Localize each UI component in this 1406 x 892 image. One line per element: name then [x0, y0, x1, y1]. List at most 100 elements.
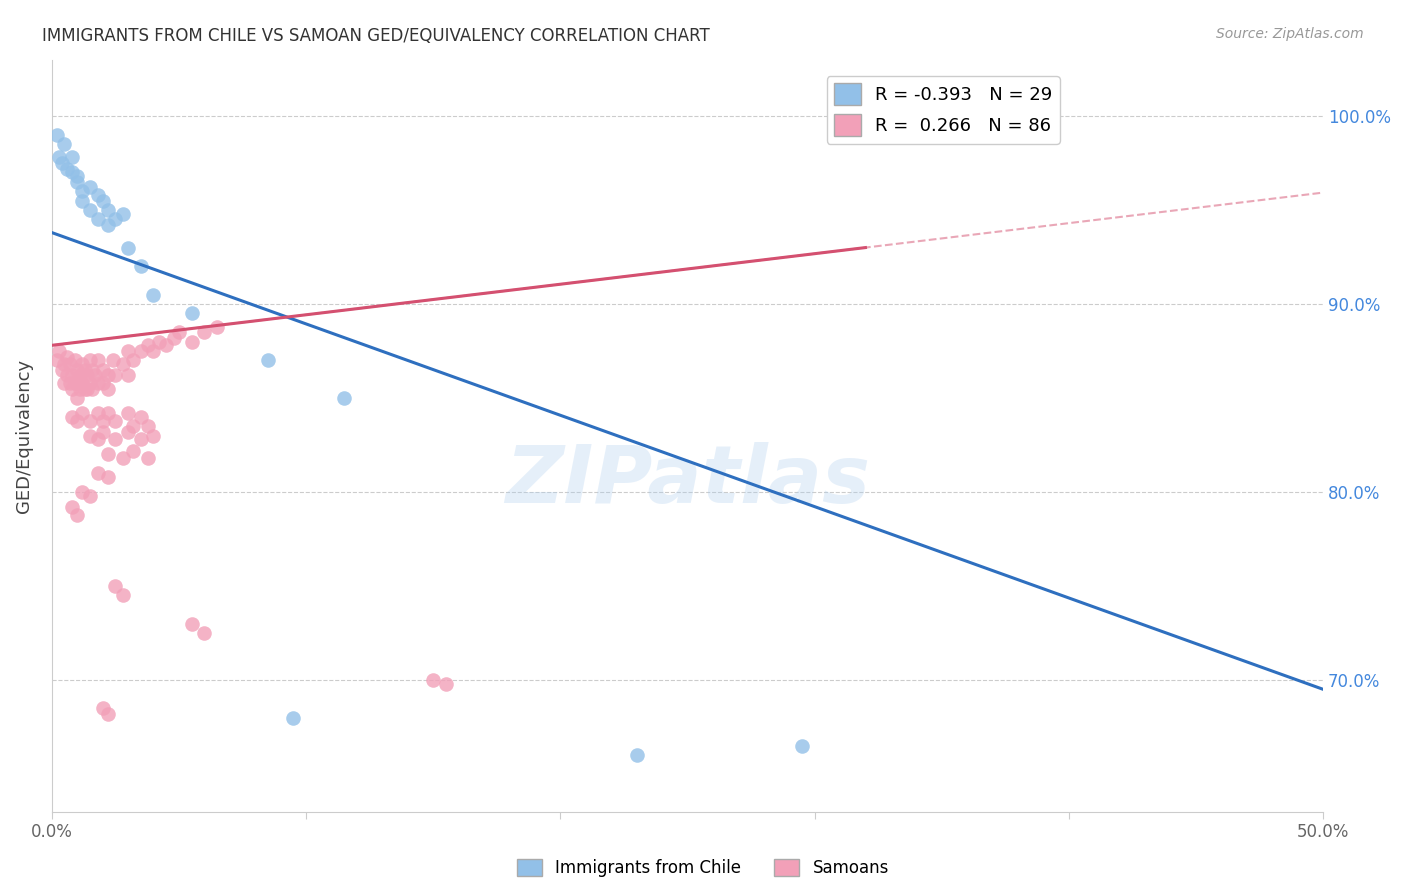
Point: [122, 419, 145, 434]
Point: [91, 376, 114, 390]
Legend: Immigrants from Chile, Samoans: Immigrants from Chile, Samoans: [510, 852, 896, 884]
Point: [72, 194, 94, 208]
Point: [86, 376, 108, 390]
Point: [129, 409, 152, 424]
Point: [333, 391, 356, 405]
Point: [91, 413, 114, 427]
Point: [97, 218, 120, 232]
Point: [86, 212, 108, 227]
Point: [66, 363, 89, 377]
Point: [422, 673, 444, 687]
Point: [63, 353, 86, 368]
Point: [86, 406, 108, 420]
Point: [91, 194, 114, 208]
Point: [122, 353, 145, 368]
Point: [79, 489, 101, 503]
Point: [193, 626, 215, 640]
Point: [97, 470, 120, 484]
Point: [111, 588, 134, 602]
Point: [138, 419, 160, 434]
Point: [58, 357, 80, 371]
Point: [193, 325, 215, 339]
Point: [86, 188, 108, 202]
Point: [72, 485, 94, 500]
Point: [66, 376, 89, 390]
Point: [129, 343, 152, 358]
Point: [104, 368, 127, 383]
Point: [122, 443, 145, 458]
Point: [111, 207, 134, 221]
Point: [167, 325, 190, 339]
Point: [79, 413, 101, 427]
Point: [79, 428, 101, 442]
Point: [117, 241, 139, 255]
Point: [155, 338, 177, 352]
Point: [117, 406, 139, 420]
Point: [97, 447, 120, 461]
Point: [76, 382, 98, 396]
Point: [91, 701, 114, 715]
Point: [86, 466, 108, 480]
Point: [60, 500, 83, 514]
Point: [101, 353, 124, 368]
Point: [48, 343, 70, 358]
Point: [79, 202, 101, 217]
Point: [56, 368, 79, 383]
Point: [79, 180, 101, 194]
Point: [111, 451, 134, 466]
Point: [117, 425, 139, 439]
Point: [45, 353, 67, 368]
Point: [72, 376, 94, 390]
Point: [66, 169, 89, 183]
Point: [45, 128, 67, 142]
Point: [97, 368, 120, 383]
Point: [60, 382, 83, 396]
Point: [138, 451, 160, 466]
Point: [53, 137, 76, 152]
Point: [56, 161, 79, 176]
Point: [626, 748, 648, 763]
Point: [117, 368, 139, 383]
Point: [180, 616, 202, 631]
Point: [434, 676, 457, 690]
Point: [73, 382, 96, 396]
Point: [97, 406, 120, 420]
Point: [163, 331, 186, 345]
Point: [104, 579, 127, 593]
Point: [180, 306, 202, 320]
Point: [60, 165, 83, 179]
Point: [82, 363, 104, 377]
Point: [60, 368, 83, 383]
Text: ZIPatlas: ZIPatlas: [505, 442, 870, 520]
Point: [66, 508, 89, 522]
Point: [69, 368, 91, 383]
Point: [97, 706, 120, 721]
Point: [180, 334, 202, 349]
Point: [104, 433, 127, 447]
Point: [72, 357, 94, 371]
Point: [283, 710, 305, 724]
Point: [63, 376, 86, 390]
Point: [48, 150, 70, 164]
Point: [53, 357, 76, 371]
Point: [76, 368, 98, 383]
Point: [91, 425, 114, 439]
Point: [91, 363, 114, 377]
Point: [58, 376, 80, 390]
Point: [129, 433, 152, 447]
Point: [66, 413, 89, 427]
Point: [86, 353, 108, 368]
Text: IMMIGRANTS FROM CHILE VS SAMOAN GED/EQUIVALENCY CORRELATION CHART: IMMIGRANTS FROM CHILE VS SAMOAN GED/EQUI…: [42, 27, 710, 45]
Point: [82, 382, 104, 396]
Point: [56, 350, 79, 364]
Point: [111, 357, 134, 371]
Point: [51, 363, 73, 377]
Point: [104, 212, 127, 227]
Point: [257, 353, 280, 368]
Point: [138, 338, 160, 352]
Point: [142, 428, 165, 442]
Point: [205, 319, 228, 334]
Point: [53, 376, 76, 390]
Point: [72, 184, 94, 198]
Point: [69, 382, 91, 396]
